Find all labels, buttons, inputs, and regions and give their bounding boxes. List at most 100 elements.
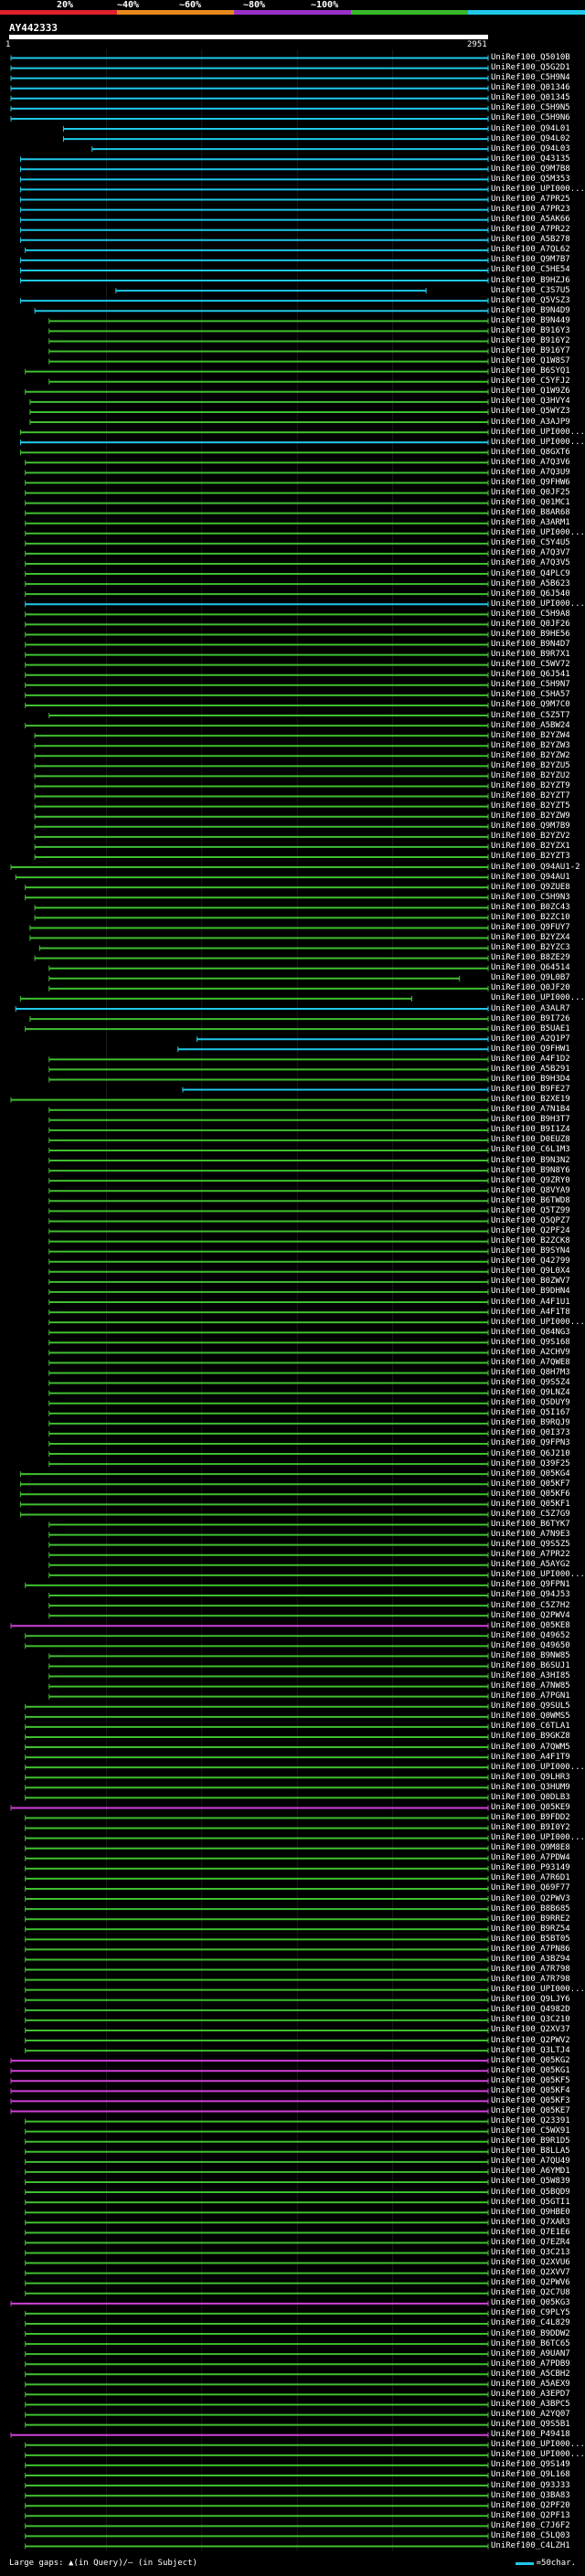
hit-label[interactable]: UniRef100_Q7XAR3 bbox=[491, 2217, 570, 2227]
hit-label[interactable]: UniRef100_Q05KG4 bbox=[491, 1468, 570, 1479]
hit-label[interactable]: UniRef100_Q5DUY9 bbox=[491, 1398, 570, 1408]
hit-label[interactable]: UniRef100_B6TC65 bbox=[491, 2338, 570, 2348]
hit-label[interactable]: UniRef100_C5Z5T7 bbox=[491, 710, 570, 720]
hit-label[interactable]: UniRef100_Q5QPZ7 bbox=[491, 1215, 570, 1225]
hit-label[interactable]: UniRef100_B6TYK7 bbox=[491, 1520, 570, 1529]
hit-label[interactable]: UniRef100_A5CBH2 bbox=[491, 2369, 570, 2379]
hit-label[interactable]: UniRef100_A7Q3V7 bbox=[491, 548, 570, 558]
hit-label[interactable]: UniRef100_Q9FHW6 bbox=[491, 477, 570, 487]
hit-label[interactable]: UniRef100_B9RRE2 bbox=[491, 1913, 570, 1924]
hit-label[interactable]: UniRef100_A3AJP9 bbox=[491, 417, 570, 427]
hit-label[interactable]: UniRef100_D0EUZ8 bbox=[491, 1135, 570, 1145]
hit-label[interactable]: UniRef100_B2YZW3 bbox=[491, 740, 570, 750]
hit-label[interactable]: UniRef100_C5YFJ2 bbox=[491, 376, 570, 387]
hit-label[interactable]: UniRef100_C5LQ03 bbox=[491, 2530, 570, 2540]
hit-label[interactable]: UniRef100_A4F1D2 bbox=[491, 1054, 570, 1064]
hit-label[interactable]: UniRef100_Q9HBE0 bbox=[491, 2207, 570, 2217]
hit-label[interactable]: UniRef100_Q3C213 bbox=[491, 2247, 570, 2257]
hit-label[interactable]: UniRef100_Q39F25 bbox=[491, 1458, 570, 1468]
hit-label[interactable]: UniRef100_B6SUJ1 bbox=[491, 1660, 570, 1670]
hit-label[interactable]: UniRef100_Q64514 bbox=[491, 963, 570, 973]
hit-label[interactable]: UniRef100_Q94AU1-2 bbox=[491, 862, 580, 872]
hit-label[interactable]: UniRef100_Q93J33 bbox=[491, 2480, 570, 2490]
hit-label[interactable]: UniRef100_B9R1D5 bbox=[491, 2136, 570, 2147]
hit-label[interactable]: UniRef100_A6YMD1 bbox=[491, 2167, 570, 2177]
hit-label[interactable]: UniRef100_B2YZX4 bbox=[491, 933, 570, 943]
hit-label[interactable]: UniRef100_Q05KE9 bbox=[491, 1802, 570, 1812]
hit-label[interactable]: UniRef100_A5B278 bbox=[491, 235, 570, 245]
hit-label[interactable]: UniRef100_A7R6D1 bbox=[491, 1873, 570, 1883]
hit-label[interactable]: UniRef100_C5Z7G9 bbox=[491, 1509, 570, 1519]
hit-label[interactable]: UniRef100_A7Q3V5 bbox=[491, 558, 570, 568]
hit-label[interactable]: UniRef100_B6SYQ1 bbox=[491, 366, 570, 376]
hit-label[interactable]: UniRef100_Q3HVY4 bbox=[491, 397, 570, 407]
hit-label[interactable]: UniRef100_UPI000... bbox=[491, 1317, 585, 1327]
hit-label[interactable]: UniRef100_Q05KG1 bbox=[491, 2065, 570, 2075]
hit-label[interactable]: UniRef100_Q7EZR4 bbox=[491, 2237, 570, 2247]
hit-label[interactable]: UniRef100_B5UAE1 bbox=[491, 1023, 570, 1034]
hit-label[interactable]: UniRef100_B9DHN4 bbox=[491, 1287, 570, 1297]
hit-label[interactable]: UniRef100_Q2XV37 bbox=[491, 2025, 570, 2035]
hit-label[interactable]: UniRef100_B2YZX1 bbox=[491, 842, 570, 852]
hit-label[interactable]: UniRef100_C7J6F2 bbox=[491, 2520, 570, 2530]
hit-label[interactable]: UniRef100_C6TLA1 bbox=[491, 1722, 570, 1732]
hit-label[interactable]: UniRef100_Q05KE7 bbox=[491, 2106, 570, 2115]
hit-label[interactable]: UniRef100_UPI000... bbox=[491, 599, 585, 609]
hit-label[interactable]: UniRef100_B9HZJ6 bbox=[491, 275, 570, 285]
hit-label[interactable]: UniRef100_B9I1Z4 bbox=[491, 1125, 570, 1135]
hit-label[interactable]: UniRef100_Q23391 bbox=[491, 2116, 570, 2126]
hit-label[interactable]: UniRef100_Q1W9Z6 bbox=[491, 387, 570, 397]
hit-label[interactable]: UniRef100_A7NW85 bbox=[491, 1681, 570, 1691]
hit-label[interactable]: UniRef100_A7PR25 bbox=[491, 194, 570, 204]
hit-label[interactable]: UniRef100_Q1W8S7 bbox=[491, 356, 570, 366]
hit-label[interactable]: UniRef100_B8ZE29 bbox=[491, 953, 570, 963]
hit-label[interactable]: UniRef100_A3ALR7 bbox=[491, 1003, 570, 1013]
hit-label[interactable]: UniRef100_Q94L02 bbox=[491, 133, 570, 143]
hit-label[interactable]: UniRef100_B916Y7 bbox=[491, 346, 570, 356]
hit-label[interactable]: UniRef100_Q9ZRY0 bbox=[491, 1175, 570, 1185]
hit-label[interactable]: UniRef100_B2ZCK8 bbox=[491, 1236, 570, 1246]
hit-label[interactable]: UniRef100_Q9S149 bbox=[491, 2460, 570, 2470]
hit-label[interactable]: UniRef100_Q9FUY7 bbox=[491, 922, 570, 932]
hit-label[interactable]: UniRef100_Q94L03 bbox=[491, 143, 570, 154]
hit-label[interactable]: UniRef100_A7R798 bbox=[491, 1975, 570, 1985]
hit-label[interactable]: UniRef100_B9RZ54 bbox=[491, 1924, 570, 1934]
hit-label[interactable]: UniRef100_B2YZW9 bbox=[491, 811, 570, 822]
hit-label[interactable]: UniRef100_Q5WYZ3 bbox=[491, 407, 570, 417]
hit-label[interactable]: UniRef100_UPI000... bbox=[491, 528, 585, 538]
hit-label[interactable]: UniRef100_Q9L0X4 bbox=[491, 1267, 570, 1277]
hit-label[interactable]: UniRef100_Q6J210 bbox=[491, 1448, 570, 1458]
hit-label[interactable]: UniRef100_Q5010B bbox=[491, 53, 570, 63]
hit-label[interactable]: UniRef100_B9H3T7 bbox=[491, 1115, 570, 1125]
hit-label[interactable]: UniRef100_B8B685 bbox=[491, 1903, 570, 1913]
hit-label[interactable]: UniRef100_Q9S5Z5 bbox=[491, 1540, 570, 1550]
hit-label[interactable]: UniRef100_B0ZC43 bbox=[491, 902, 570, 912]
hit-label[interactable]: UniRef100_C5Z7H2 bbox=[491, 1600, 570, 1610]
hit-label[interactable]: UniRef100_Q2XVV7 bbox=[491, 2268, 570, 2278]
hit-label[interactable]: UniRef100_Q43135 bbox=[491, 154, 570, 164]
hit-label[interactable]: UniRef100_B2YZW2 bbox=[491, 750, 570, 760]
hit-label[interactable]: UniRef100_UPI000... bbox=[491, 427, 585, 437]
hit-label[interactable]: UniRef100_B9NW85 bbox=[491, 1650, 570, 1660]
hit-label[interactable]: UniRef100_A7QWE8 bbox=[491, 1357, 570, 1367]
hit-label[interactable]: UniRef100_Q9LHR3 bbox=[491, 1772, 570, 1782]
hit-label[interactable]: UniRef100_Q05KG3 bbox=[491, 2298, 570, 2308]
hit-label[interactable]: UniRef100_Q5BQD9 bbox=[491, 2187, 570, 2197]
hit-label[interactable]: UniRef100_Q05KG2 bbox=[491, 2055, 570, 2065]
hit-label[interactable]: UniRef100_Q2XVU6 bbox=[491, 2258, 570, 2268]
hit-label[interactable]: UniRef100_Q94L01 bbox=[491, 123, 570, 133]
hit-label[interactable]: UniRef100_UPI000... bbox=[491, 437, 585, 447]
hit-label[interactable]: UniRef100_A4F1T8 bbox=[491, 1307, 570, 1317]
hit-label[interactable]: UniRef100_B2ZC10 bbox=[491, 912, 570, 922]
hit-label[interactable]: UniRef100_UPI000... bbox=[491, 1570, 585, 1580]
hit-label[interactable]: UniRef100_C4LZH1 bbox=[491, 2540, 570, 2550]
hit-label[interactable]: UniRef100_Q5TZ99 bbox=[491, 1205, 570, 1215]
hit-label[interactable]: UniRef100_Q9L168 bbox=[491, 2470, 570, 2480]
hit-label[interactable]: UniRef100_Q05KF4 bbox=[491, 2085, 570, 2095]
hit-label[interactable]: UniRef100_Q9M8E8 bbox=[491, 1843, 570, 1853]
hit-label[interactable]: UniRef100_Q9S5B1 bbox=[491, 2420, 570, 2430]
hit-label[interactable]: UniRef100_Q9ZUE8 bbox=[491, 882, 570, 892]
hit-label[interactable]: UniRef100_A5AEX9 bbox=[491, 2379, 570, 2389]
hit-label[interactable]: UniRef100_Q05KF7 bbox=[491, 1479, 570, 1489]
hit-label[interactable]: UniRef100_B916Y3 bbox=[491, 325, 570, 335]
